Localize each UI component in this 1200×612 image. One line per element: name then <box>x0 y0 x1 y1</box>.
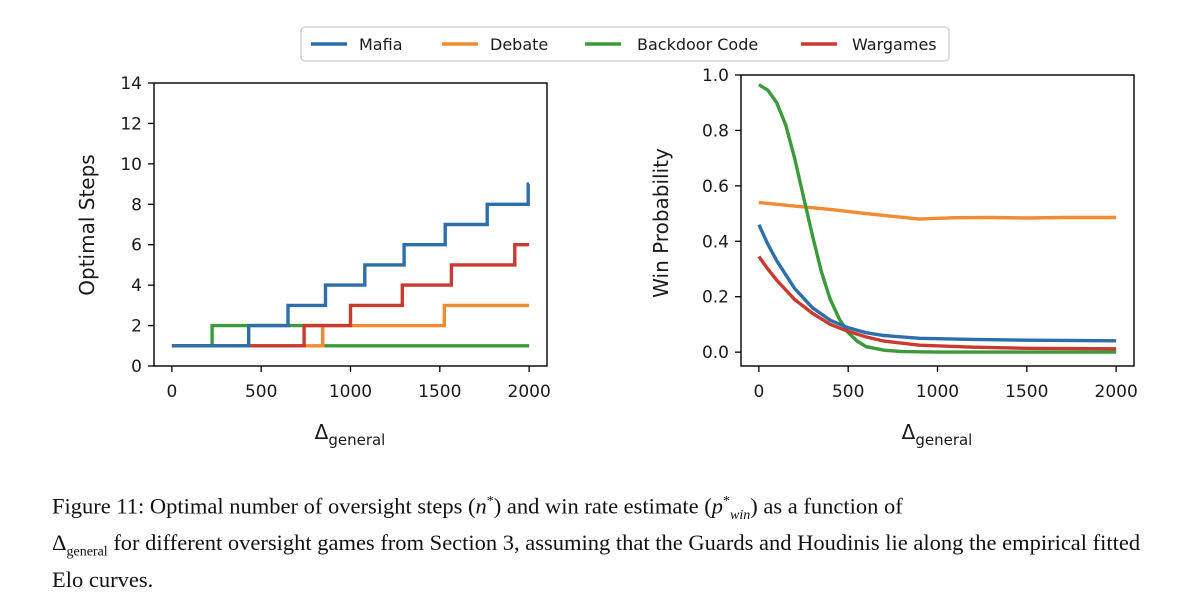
series-line-backdoor-code <box>171 323 530 348</box>
y-tick-label: 0.0 <box>702 343 729 363</box>
legend-label-mafia: Mafia <box>359 35 403 54</box>
caption-n-symbol: n <box>475 493 487 519</box>
x-tick-label: 1500 <box>1005 382 1048 402</box>
y-tick-label: 6 <box>131 236 142 256</box>
figure-canvas: Mafia Debate Backdoor Code Wargames 0 500… <box>75 26 1138 449</box>
series-line-wargames <box>757 255 1117 351</box>
legend-label-wargames: Wargames <box>852 35 937 54</box>
series-line-mafia <box>171 182 530 348</box>
y-tick-label: 0.2 <box>702 288 729 308</box>
x-tick-label: 0 <box>166 382 177 402</box>
chart-optimal-steps: 0 500 1000 1500 2000 0 2 4 6 8 10 12 14 Optimal Ste… <box>75 74 551 449</box>
x-axis-label: Δgeneral <box>902 420 973 449</box>
series-line-debate <box>758 200 1117 221</box>
y-tick-label: 0 <box>131 357 142 377</box>
x-tick-label: 2000 <box>508 382 551 402</box>
y-tick-label: 8 <box>131 195 142 215</box>
legend-frame <box>300 26 950 62</box>
y-tick-label: 14 <box>120 74 142 94</box>
caption-after-p: ) as a function of <box>750 493 903 519</box>
y-axis-ticks: 0.0 0.2 0.4 0.6 0.8 1.0 <box>702 66 741 363</box>
legend-label-backdoor-code: Backdoor Code <box>637 35 758 54</box>
y-axis-label: Optimal Steps <box>75 154 99 295</box>
caption-n-superscript: * <box>486 494 494 509</box>
series-lines <box>171 182 530 348</box>
legend-item-debate: Debate <box>442 35 548 54</box>
caption-mid: ) and win rate estimate ( <box>493 493 712 519</box>
x-tick-label: 1500 <box>418 382 461 402</box>
legend-item-backdoor-code: Backdoor Code <box>585 35 758 54</box>
y-tick-label: 4 <box>131 276 142 296</box>
x-axis-label: Δgeneral <box>315 420 386 449</box>
legend-label-debate: Debate <box>490 35 548 54</box>
caption-delta-subscript: general <box>66 544 108 560</box>
y-tick-label: 12 <box>120 114 142 134</box>
x-tick-label: 500 <box>245 382 277 402</box>
x-axis-label-symbol: Δ <box>315 420 329 444</box>
y-tick-label: 1.0 <box>702 66 729 86</box>
x-axis-ticks: 0 500 1000 1500 2000 <box>166 366 551 402</box>
y-tick-label: 0.8 <box>702 121 729 141</box>
series-line-mafia <box>757 223 1117 343</box>
caption-p-superscript: * <box>723 494 731 509</box>
legend-item-mafia: Mafia <box>311 35 403 54</box>
x-axis-label-symbol: Δ <box>902 420 916 444</box>
legend-item-wargames: Wargames <box>801 35 937 54</box>
series-line-backdoor-code <box>758 83 1117 354</box>
x-tick-label: 500 <box>832 382 864 402</box>
caption-rest: for different oversight games from Secti… <box>52 530 1141 592</box>
y-tick-label: 0.4 <box>702 232 729 252</box>
y-axis-label: Win Probability <box>649 148 673 298</box>
figure-caption: Figure 11: Optimal number of oversight s… <box>52 488 1164 593</box>
legend: Mafia Debate Backdoor Code Wargames <box>300 26 950 62</box>
x-tick-label: 1000 <box>329 382 372 402</box>
caption-p-symbol: p <box>711 493 724 519</box>
y-axis-ticks: 0 2 4 6 8 10 12 14 <box>120 74 154 377</box>
chart-win-probability: 0 500 1000 1500 2000 0.0 0.2 0.4 0.6 0.8 1.0 Win … <box>649 66 1138 449</box>
x-axis-label-subscript: general <box>915 431 972 449</box>
x-tick-label: 2000 <box>1095 382 1138 402</box>
plot-frame <box>740 74 1135 367</box>
x-axis-label-subscript: general <box>328 431 385 449</box>
y-tick-label: 10 <box>120 155 142 175</box>
y-tick-label: 2 <box>131 317 142 337</box>
y-tick-label: 0.6 <box>702 177 729 197</box>
x-axis-ticks: 0 500 1000 1500 2000 <box>753 366 1138 402</box>
caption-p-subscript: win <box>730 508 751 523</box>
series-line-wargames <box>171 242 530 348</box>
caption-prefix: Figure 11: Optimal number of oversight s… <box>52 493 476 519</box>
series-lines <box>757 83 1117 354</box>
x-tick-label: 0 <box>753 382 764 402</box>
x-tick-label: 1000 <box>916 382 959 402</box>
caption-delta: Δ <box>52 530 67 555</box>
